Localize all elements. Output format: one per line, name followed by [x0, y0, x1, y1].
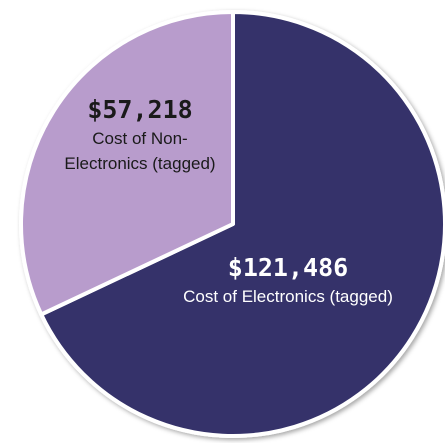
value-label: $121,486 — [227, 253, 349, 282]
category-label: Cost of Non-Electronics (tagged) — [64, 129, 216, 173]
slice-label: $121,486 Cost of Electronics (tagged) — [178, 252, 398, 309]
slices — [19, 10, 445, 438]
slice-label: $57,218 Cost of Non-Electronics (tagged) — [55, 94, 225, 176]
slice — [19, 10, 235, 317]
value-label: $57,218 — [87, 95, 193, 124]
slice — [39, 10, 445, 438]
category-label: Cost of Electronics (tagged) — [183, 287, 393, 306]
